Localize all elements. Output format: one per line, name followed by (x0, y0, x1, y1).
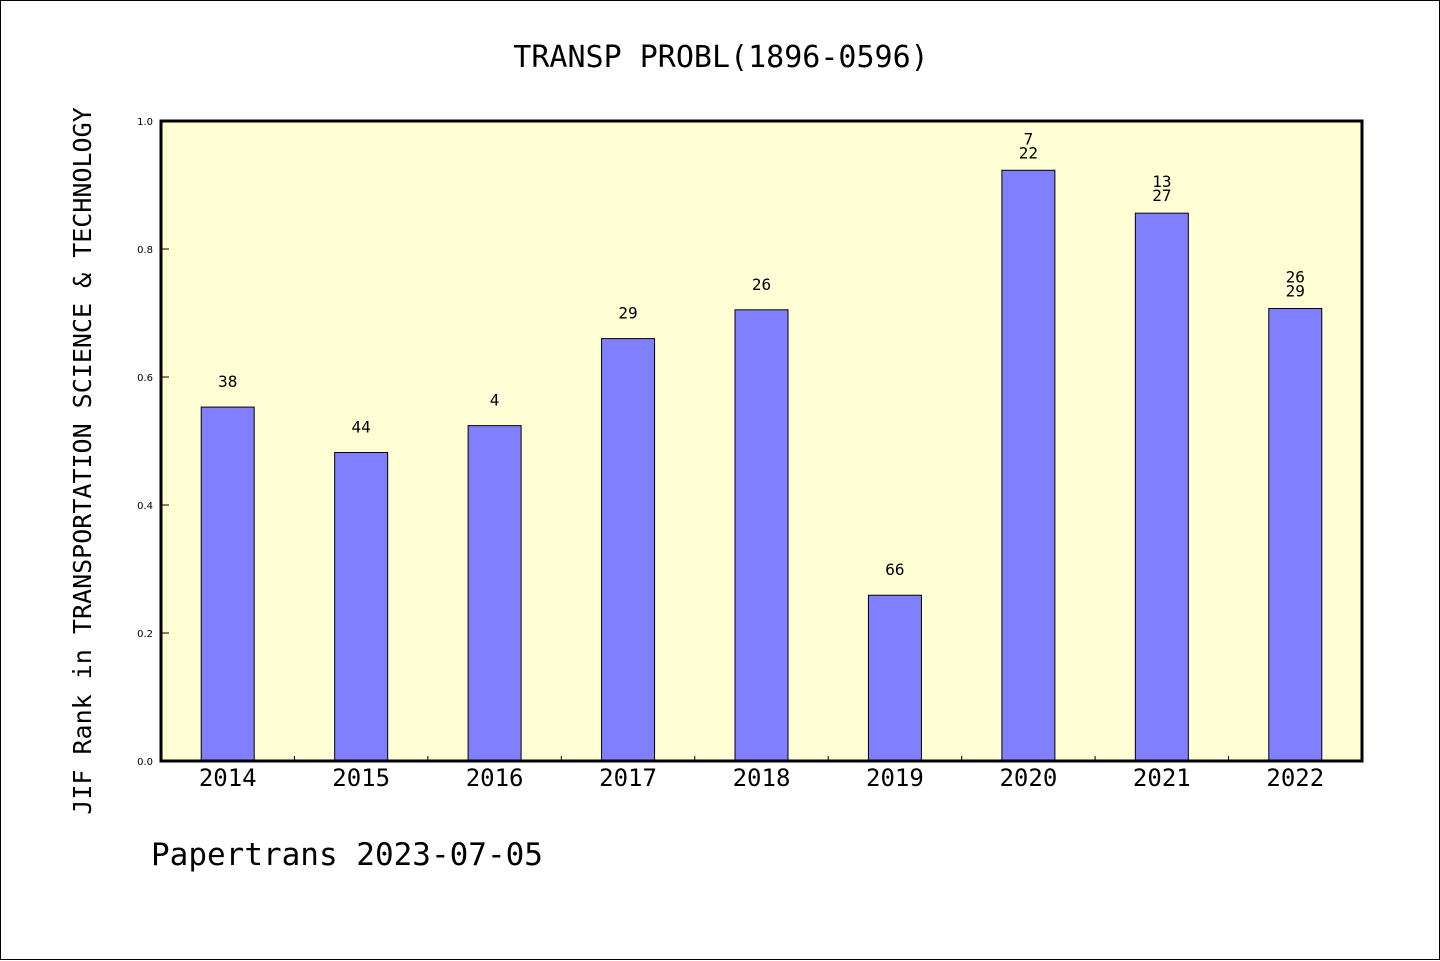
x-tick-label-2015: 2015 (332, 764, 390, 792)
y-tick-label-0.4: 0.4 (137, 501, 153, 512)
ticks-group: 2014 2015 2016 2017 2018 2019 2020 2021 2022 0.0 0… (137, 117, 1324, 792)
chart-title: TRANSP PROBL(1896-0596) (513, 40, 928, 75)
data-label-2014-1: 38 (218, 372, 237, 391)
y-axis-label: JIF Rank in TRANSPORTATION SCIENCE & TEC… (68, 107, 97, 814)
data-label-2020-2: 22 (1019, 143, 1038, 162)
plot-border (159, 119, 1364, 763)
bar-2014 (200, 406, 255, 762)
data-label-2020-1: 7 (1024, 129, 1034, 148)
data-label-2022-2: 29 (1286, 282, 1305, 301)
y-tick-label-0.2: 0.2 (137, 629, 153, 640)
bar-2021 (1134, 212, 1189, 762)
data-label-2019-1: 66 (885, 560, 904, 579)
x-tick-label-2022: 2022 (1266, 764, 1324, 792)
data-label-2017-1: 29 (618, 304, 637, 323)
x-tick-label-2021: 2021 (1133, 764, 1191, 792)
bar-2015 (334, 452, 389, 762)
footer-credit: Papertrans 2023-07-05 (151, 837, 543, 873)
y-tick-label-0.6: 0.6 (137, 373, 153, 384)
y-tick-label-1.0: 1.0 (137, 117, 153, 128)
x-tick-label-2019: 2019 (866, 764, 924, 792)
y-tick-label-0.8: 0.8 (137, 245, 153, 256)
bar-2018 (734, 309, 789, 762)
bar-2019 (867, 594, 922, 762)
data-label-2021-2: 27 (1152, 186, 1171, 205)
y-tick-label-0.0: 0.0 (137, 757, 153, 768)
data-label-2022-1: 26 (1286, 268, 1305, 287)
data-label-2015-1: 44 (352, 418, 371, 437)
x-tick-label-2017: 2017 (599, 764, 657, 792)
data-label-2018-1: 26 (752, 275, 771, 294)
x-tick-label-2016: 2016 (466, 764, 524, 792)
bar-2020 (1001, 169, 1056, 762)
bar-2017 (601, 338, 656, 762)
bar-2022 (1268, 308, 1323, 762)
data-label-2016-1: 4 (490, 391, 500, 410)
x-tick-label-2020: 2020 (999, 764, 1057, 792)
data-label-2021-1: 13 (1152, 172, 1171, 191)
x-tick-label-2014: 2014 (199, 764, 257, 792)
x-tick-label-2018: 2018 (733, 764, 791, 792)
bar-2016 (467, 425, 522, 762)
